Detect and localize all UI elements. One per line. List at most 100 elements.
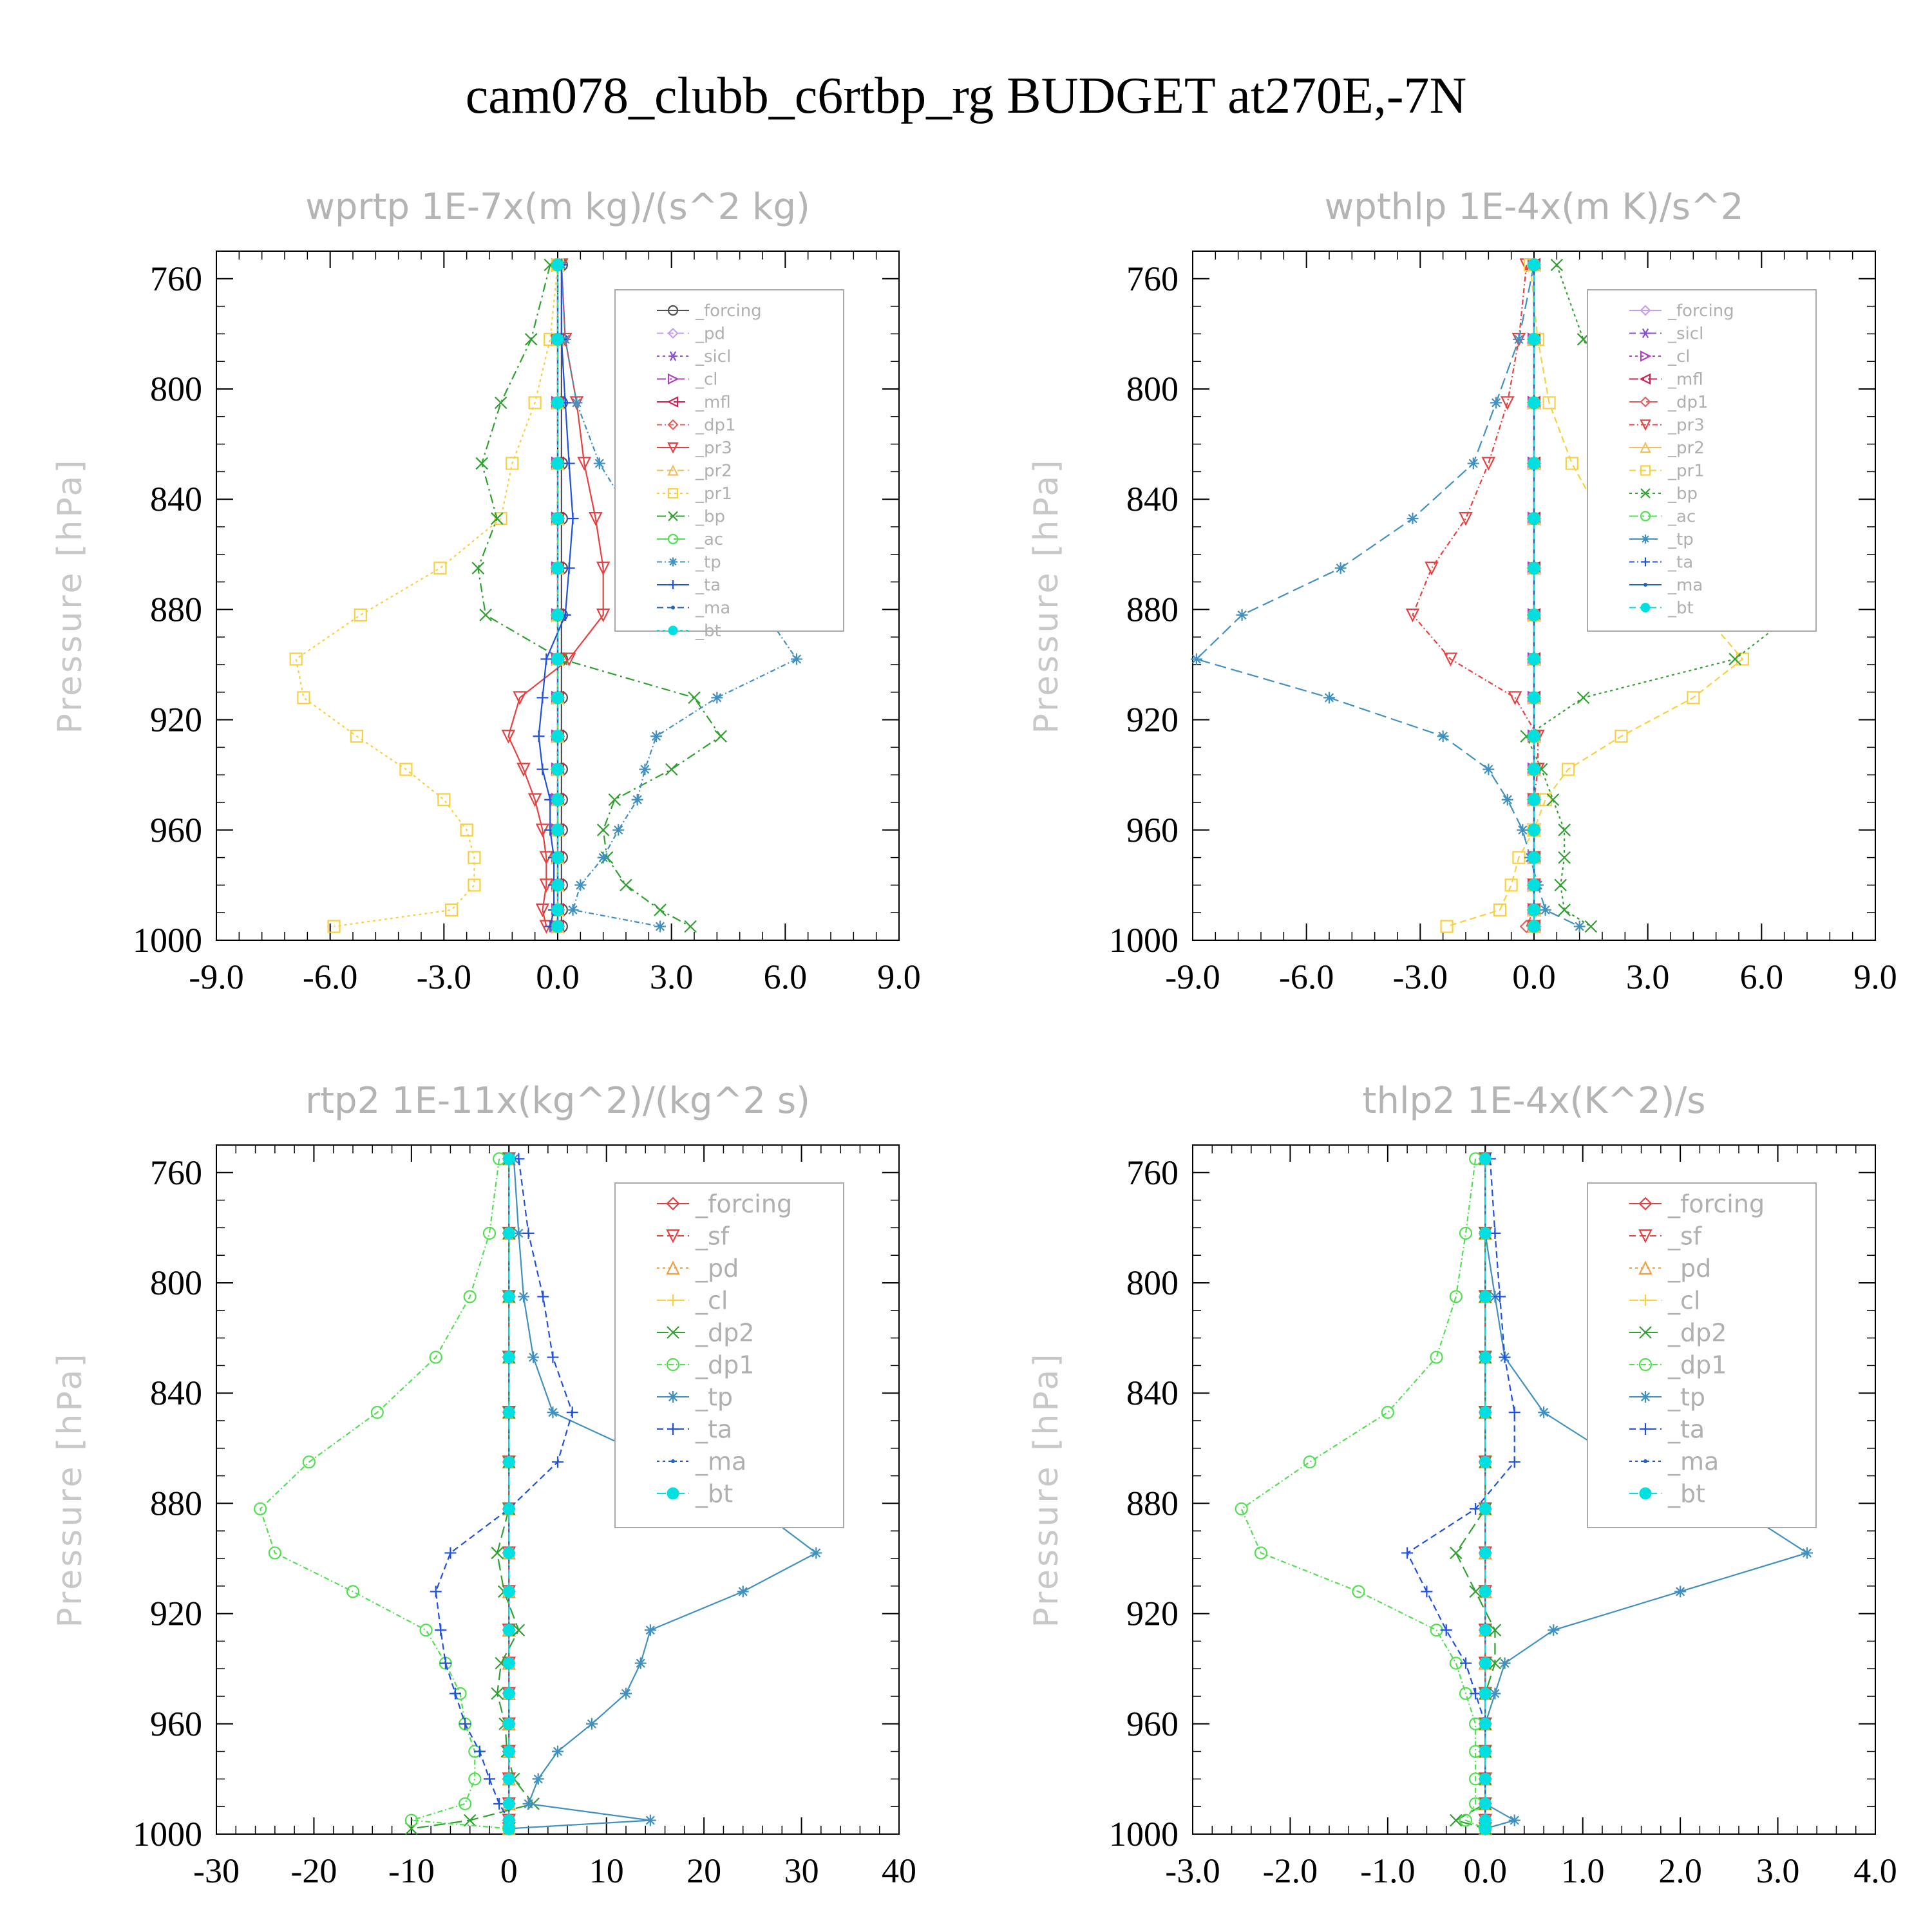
data-point [460, 823, 473, 837]
data-point [502, 1797, 515, 1810]
legend-item: _ta [657, 576, 721, 595]
data-point [1450, 1546, 1463, 1560]
data-point [1528, 763, 1540, 776]
figure-title: cam078_clubb_c6rtbp_rg BUDGET at270E,-7N [466, 68, 1467, 124]
data-point [1499, 1657, 1511, 1669]
legend-label: _pd [695, 325, 725, 344]
data-point [439, 1657, 451, 1669]
legend-marker [667, 305, 679, 316]
data-point [516, 762, 531, 777]
data-point [1528, 691, 1540, 704]
data-point [370, 1406, 384, 1419]
legend-marker [667, 1423, 679, 1435]
data-point [346, 1585, 360, 1598]
y-tick-label: 960 [150, 811, 202, 849]
data-point [654, 920, 666, 933]
data-point [563, 457, 575, 469]
legend-item: _dp1 [1629, 393, 1709, 412]
legend-label: _bt [695, 1479, 733, 1508]
data-point [1517, 824, 1529, 836]
legend-item: _cl [657, 1286, 728, 1314]
data-point [589, 512, 603, 526]
legend-label: _pr2 [1667, 439, 1705, 458]
legend-item: _forcing [1629, 301, 1734, 321]
series-ta [430, 1153, 578, 1835]
data-point [608, 793, 621, 806]
data-point [1440, 920, 1454, 933]
data-point [536, 692, 549, 704]
x-tick-label: -2.0 [1263, 1852, 1318, 1890]
legend-marker [1639, 373, 1651, 385]
legend-item: _mfl [657, 393, 731, 412]
data-point [535, 903, 550, 918]
legend-item: _sf [1629, 1222, 1703, 1250]
data-point [551, 652, 564, 665]
legend-label: _sicl [695, 347, 731, 366]
data-point [566, 1406, 578, 1419]
y-axis-title: Pressure [hPa] [1027, 1352, 1066, 1628]
series-line [509, 1159, 818, 1830]
data-point [596, 824, 610, 837]
series-line [1446, 265, 1744, 927]
x-tick-label: 0.0 [536, 958, 580, 996]
data-point [1459, 1814, 1473, 1827]
legend-item: _pd [657, 1254, 739, 1282]
legend-label: _sicl [1667, 325, 1703, 344]
legend-marker [668, 557, 677, 567]
data-point [1479, 1406, 1492, 1419]
legend-marker [667, 1294, 679, 1306]
data-point [688, 691, 701, 705]
data-point [1565, 457, 1578, 470]
legend-label: _pr3 [695, 439, 732, 458]
legend-item: _ta [1629, 1415, 1705, 1443]
data-point [1430, 1350, 1443, 1364]
legend-item: _pr2 [657, 462, 732, 481]
x-tick-label: 6.0 [1740, 958, 1784, 996]
data-point [551, 793, 564, 806]
legend-label: _dp1 [1667, 1350, 1727, 1379]
legend-label: _ma [1667, 1447, 1719, 1475]
legend-marker [668, 511, 678, 522]
data-point [297, 691, 310, 705]
data-point [435, 1624, 447, 1636]
data-point [502, 1351, 515, 1364]
data-point [527, 1351, 540, 1363]
data-point [737, 1586, 749, 1598]
series-pr3 [501, 258, 611, 934]
data-point [1479, 1797, 1492, 1810]
data-point [596, 562, 611, 576]
plot-frame [216, 1144, 900, 1835]
y-tick-label: 920 [1126, 1595, 1179, 1633]
series-bt [1479, 1152, 1492, 1835]
legend-label: _forcing [1667, 1189, 1765, 1218]
series-group [289, 257, 802, 934]
data-point [1508, 1456, 1520, 1468]
data-point [522, 1797, 535, 1810]
x-tick-label: -6.0 [303, 958, 357, 996]
data-point [1801, 1547, 1813, 1559]
legend-label: _cl [1667, 347, 1690, 366]
legend-label: _pr3 [1667, 416, 1705, 435]
data-point [650, 730, 663, 743]
data-point [551, 609, 564, 621]
panel-4: thlp2 1E-4x(K^2)/s Pressure [hPa] -3.0 -2.0… [1027, 1080, 1897, 1890]
legend-marker [1638, 1358, 1653, 1372]
data-point [551, 878, 564, 891]
data-point [1561, 762, 1575, 776]
data-point [1443, 652, 1458, 667]
legend-marker [667, 464, 679, 476]
data-point [1528, 878, 1540, 891]
legend-label: _ma [695, 1447, 746, 1475]
legend-marker [667, 419, 679, 431]
data-point [450, 1687, 461, 1700]
legend-item: _bp [1629, 484, 1698, 504]
panel-title: rtp2 1E-11x(kg^2)/(kg^2 s) [305, 1080, 810, 1122]
data-point [1528, 904, 1540, 916]
legend: _forcing _sf _pd _cl _dp2 _dp1 _tp _ta _ma _bt [614, 1182, 844, 1528]
data-point [268, 1546, 281, 1560]
data-point [551, 691, 564, 704]
y-tick-label: 800 [150, 370, 202, 408]
y-tick-label: 840 [150, 480, 202, 518]
x-tick-label: 30 [784, 1852, 819, 1890]
